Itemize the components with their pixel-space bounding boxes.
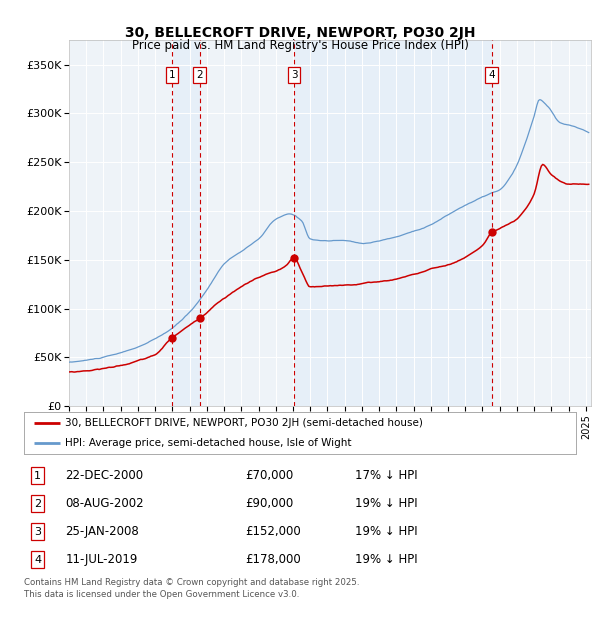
Text: £70,000: £70,000 xyxy=(245,469,293,482)
Text: £152,000: £152,000 xyxy=(245,525,301,538)
Text: 3: 3 xyxy=(291,70,298,80)
Text: 25-JAN-2008: 25-JAN-2008 xyxy=(65,525,139,538)
Text: 4: 4 xyxy=(34,554,41,565)
Text: 22-DEC-2000: 22-DEC-2000 xyxy=(65,469,143,482)
Text: 11-JUL-2019: 11-JUL-2019 xyxy=(65,553,138,566)
Text: 30, BELLECROFT DRIVE, NEWPORT, PO30 2JH (semi-detached house): 30, BELLECROFT DRIVE, NEWPORT, PO30 2JH … xyxy=(65,418,423,428)
Text: 19% ↓ HPI: 19% ↓ HPI xyxy=(355,497,418,510)
Text: Contains HM Land Registry data © Crown copyright and database right 2025.
This d: Contains HM Land Registry data © Crown c… xyxy=(24,578,359,600)
Text: 1: 1 xyxy=(169,70,175,80)
Text: 30, BELLECROFT DRIVE, NEWPORT, PO30 2JH: 30, BELLECROFT DRIVE, NEWPORT, PO30 2JH xyxy=(125,26,475,40)
Text: £90,000: £90,000 xyxy=(245,497,293,510)
Text: 1: 1 xyxy=(34,471,41,480)
Text: HPI: Average price, semi-detached house, Isle of Wight: HPI: Average price, semi-detached house,… xyxy=(65,438,352,448)
Text: 3: 3 xyxy=(34,526,41,536)
Text: £178,000: £178,000 xyxy=(245,553,301,566)
Bar xyxy=(172,40,200,406)
Text: 2: 2 xyxy=(196,70,203,80)
Text: 08-AUG-2002: 08-AUG-2002 xyxy=(65,497,144,510)
Bar xyxy=(294,40,491,406)
Text: 19% ↓ HPI: 19% ↓ HPI xyxy=(355,553,418,566)
Text: 2: 2 xyxy=(34,498,41,508)
Text: 4: 4 xyxy=(488,70,495,80)
Text: Price paid vs. HM Land Registry's House Price Index (HPI): Price paid vs. HM Land Registry's House … xyxy=(131,39,469,52)
Text: 17% ↓ HPI: 17% ↓ HPI xyxy=(355,469,418,482)
Text: 19% ↓ HPI: 19% ↓ HPI xyxy=(355,525,418,538)
